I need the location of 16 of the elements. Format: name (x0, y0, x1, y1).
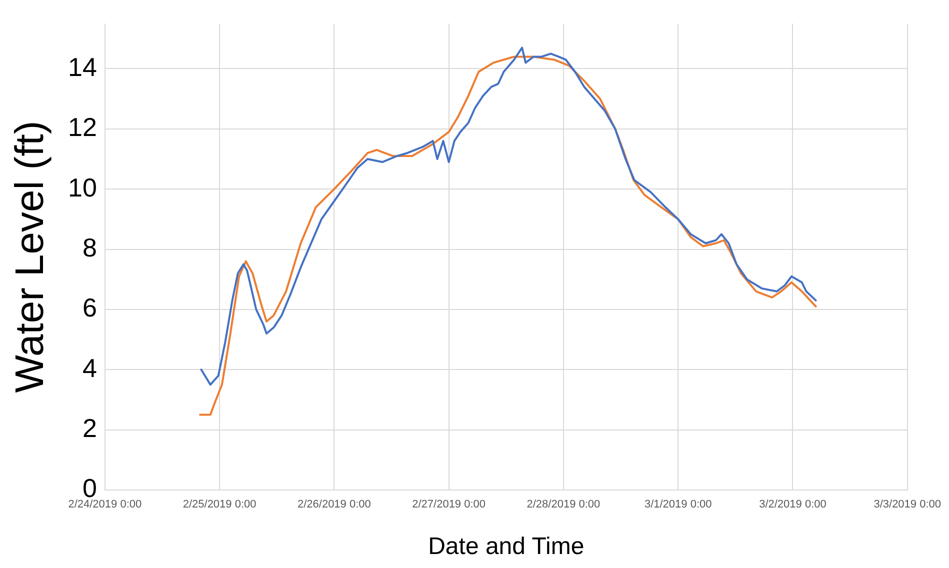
x-tick-label: 2/27/2019 0:00 (412, 498, 486, 511)
x-tick-label: 2/26/2019 0:00 (297, 498, 371, 511)
y-tick-label: 14 (68, 52, 97, 82)
y-tick-label: 8 (82, 232, 97, 262)
y-tick-label: 10 (68, 172, 97, 202)
x-tick-label: 2/25/2019 0:00 (182, 498, 256, 511)
y-tick-label: 6 (82, 292, 97, 323)
x-tick-label: 3/1/2019 0:00 (644, 498, 712, 511)
y-axis-title: Water Level (ft) (8, 120, 52, 393)
x-tick-label: 3/2/2019 0:00 (759, 498, 826, 511)
y-tick-label: 12 (68, 112, 97, 142)
x-axis-title: Date and Time (428, 533, 584, 560)
x-tick-label: 2/28/2019 0:00 (526, 498, 600, 511)
x-tick-label: 3/3/2019 0:00 (874, 498, 942, 511)
y-tick-label: 4 (82, 352, 97, 383)
y-tick-label: 2 (82, 412, 97, 443)
